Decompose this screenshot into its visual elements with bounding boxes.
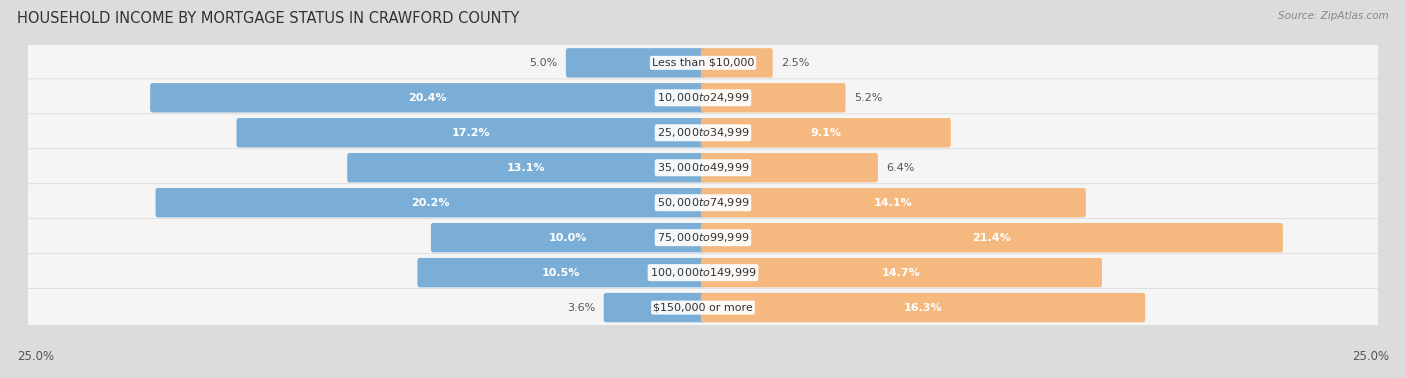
Text: 3.6%: 3.6% [567,303,595,313]
FancyBboxPatch shape [14,289,1392,327]
FancyBboxPatch shape [14,114,1392,152]
FancyBboxPatch shape [236,118,706,147]
Text: Less than $10,000: Less than $10,000 [652,58,754,68]
Text: 2.5%: 2.5% [782,58,810,68]
FancyBboxPatch shape [14,44,1392,82]
FancyBboxPatch shape [14,149,1392,187]
Text: 20.4%: 20.4% [408,93,447,103]
FancyBboxPatch shape [14,219,1392,257]
Text: 13.1%: 13.1% [508,163,546,173]
Text: $25,000 to $34,999: $25,000 to $34,999 [657,126,749,139]
Legend: Without Mortgage, With Mortgage: Without Mortgage, With Mortgage [561,374,845,378]
FancyBboxPatch shape [700,188,1085,217]
FancyBboxPatch shape [418,258,706,287]
FancyBboxPatch shape [156,188,706,217]
Text: 14.1%: 14.1% [875,198,912,208]
Text: 25.0%: 25.0% [17,350,53,363]
FancyBboxPatch shape [700,258,1102,287]
Text: $150,000 or more: $150,000 or more [654,303,752,313]
FancyBboxPatch shape [347,153,706,183]
Text: HOUSEHOLD INCOME BY MORTGAGE STATUS IN CRAWFORD COUNTY: HOUSEHOLD INCOME BY MORTGAGE STATUS IN C… [17,11,519,26]
FancyBboxPatch shape [700,223,1282,253]
FancyBboxPatch shape [14,79,1392,117]
Text: $35,000 to $49,999: $35,000 to $49,999 [657,161,749,174]
FancyBboxPatch shape [700,293,1144,322]
Text: 10.5%: 10.5% [543,268,581,277]
Text: 6.4%: 6.4% [887,163,915,173]
Text: 10.0%: 10.0% [548,233,588,243]
FancyBboxPatch shape [700,118,950,147]
FancyBboxPatch shape [14,254,1392,291]
Text: $75,000 to $99,999: $75,000 to $99,999 [657,231,749,244]
FancyBboxPatch shape [565,48,706,77]
FancyBboxPatch shape [700,83,845,113]
FancyBboxPatch shape [700,153,877,183]
Text: 5.0%: 5.0% [529,58,557,68]
Text: $100,000 to $149,999: $100,000 to $149,999 [650,266,756,279]
FancyBboxPatch shape [603,293,706,322]
Text: 9.1%: 9.1% [810,128,841,138]
Text: 14.7%: 14.7% [882,268,921,277]
Text: 20.2%: 20.2% [411,198,450,208]
Text: 5.2%: 5.2% [855,93,883,103]
Text: 21.4%: 21.4% [973,233,1011,243]
Text: $10,000 to $24,999: $10,000 to $24,999 [657,91,749,104]
Text: Source: ZipAtlas.com: Source: ZipAtlas.com [1278,11,1389,21]
Text: 16.3%: 16.3% [904,303,942,313]
Text: $50,000 to $74,999: $50,000 to $74,999 [657,196,749,209]
FancyBboxPatch shape [700,48,773,77]
Text: 25.0%: 25.0% [1353,350,1389,363]
Text: 17.2%: 17.2% [451,128,491,138]
FancyBboxPatch shape [430,223,706,253]
FancyBboxPatch shape [150,83,706,113]
FancyBboxPatch shape [14,184,1392,222]
